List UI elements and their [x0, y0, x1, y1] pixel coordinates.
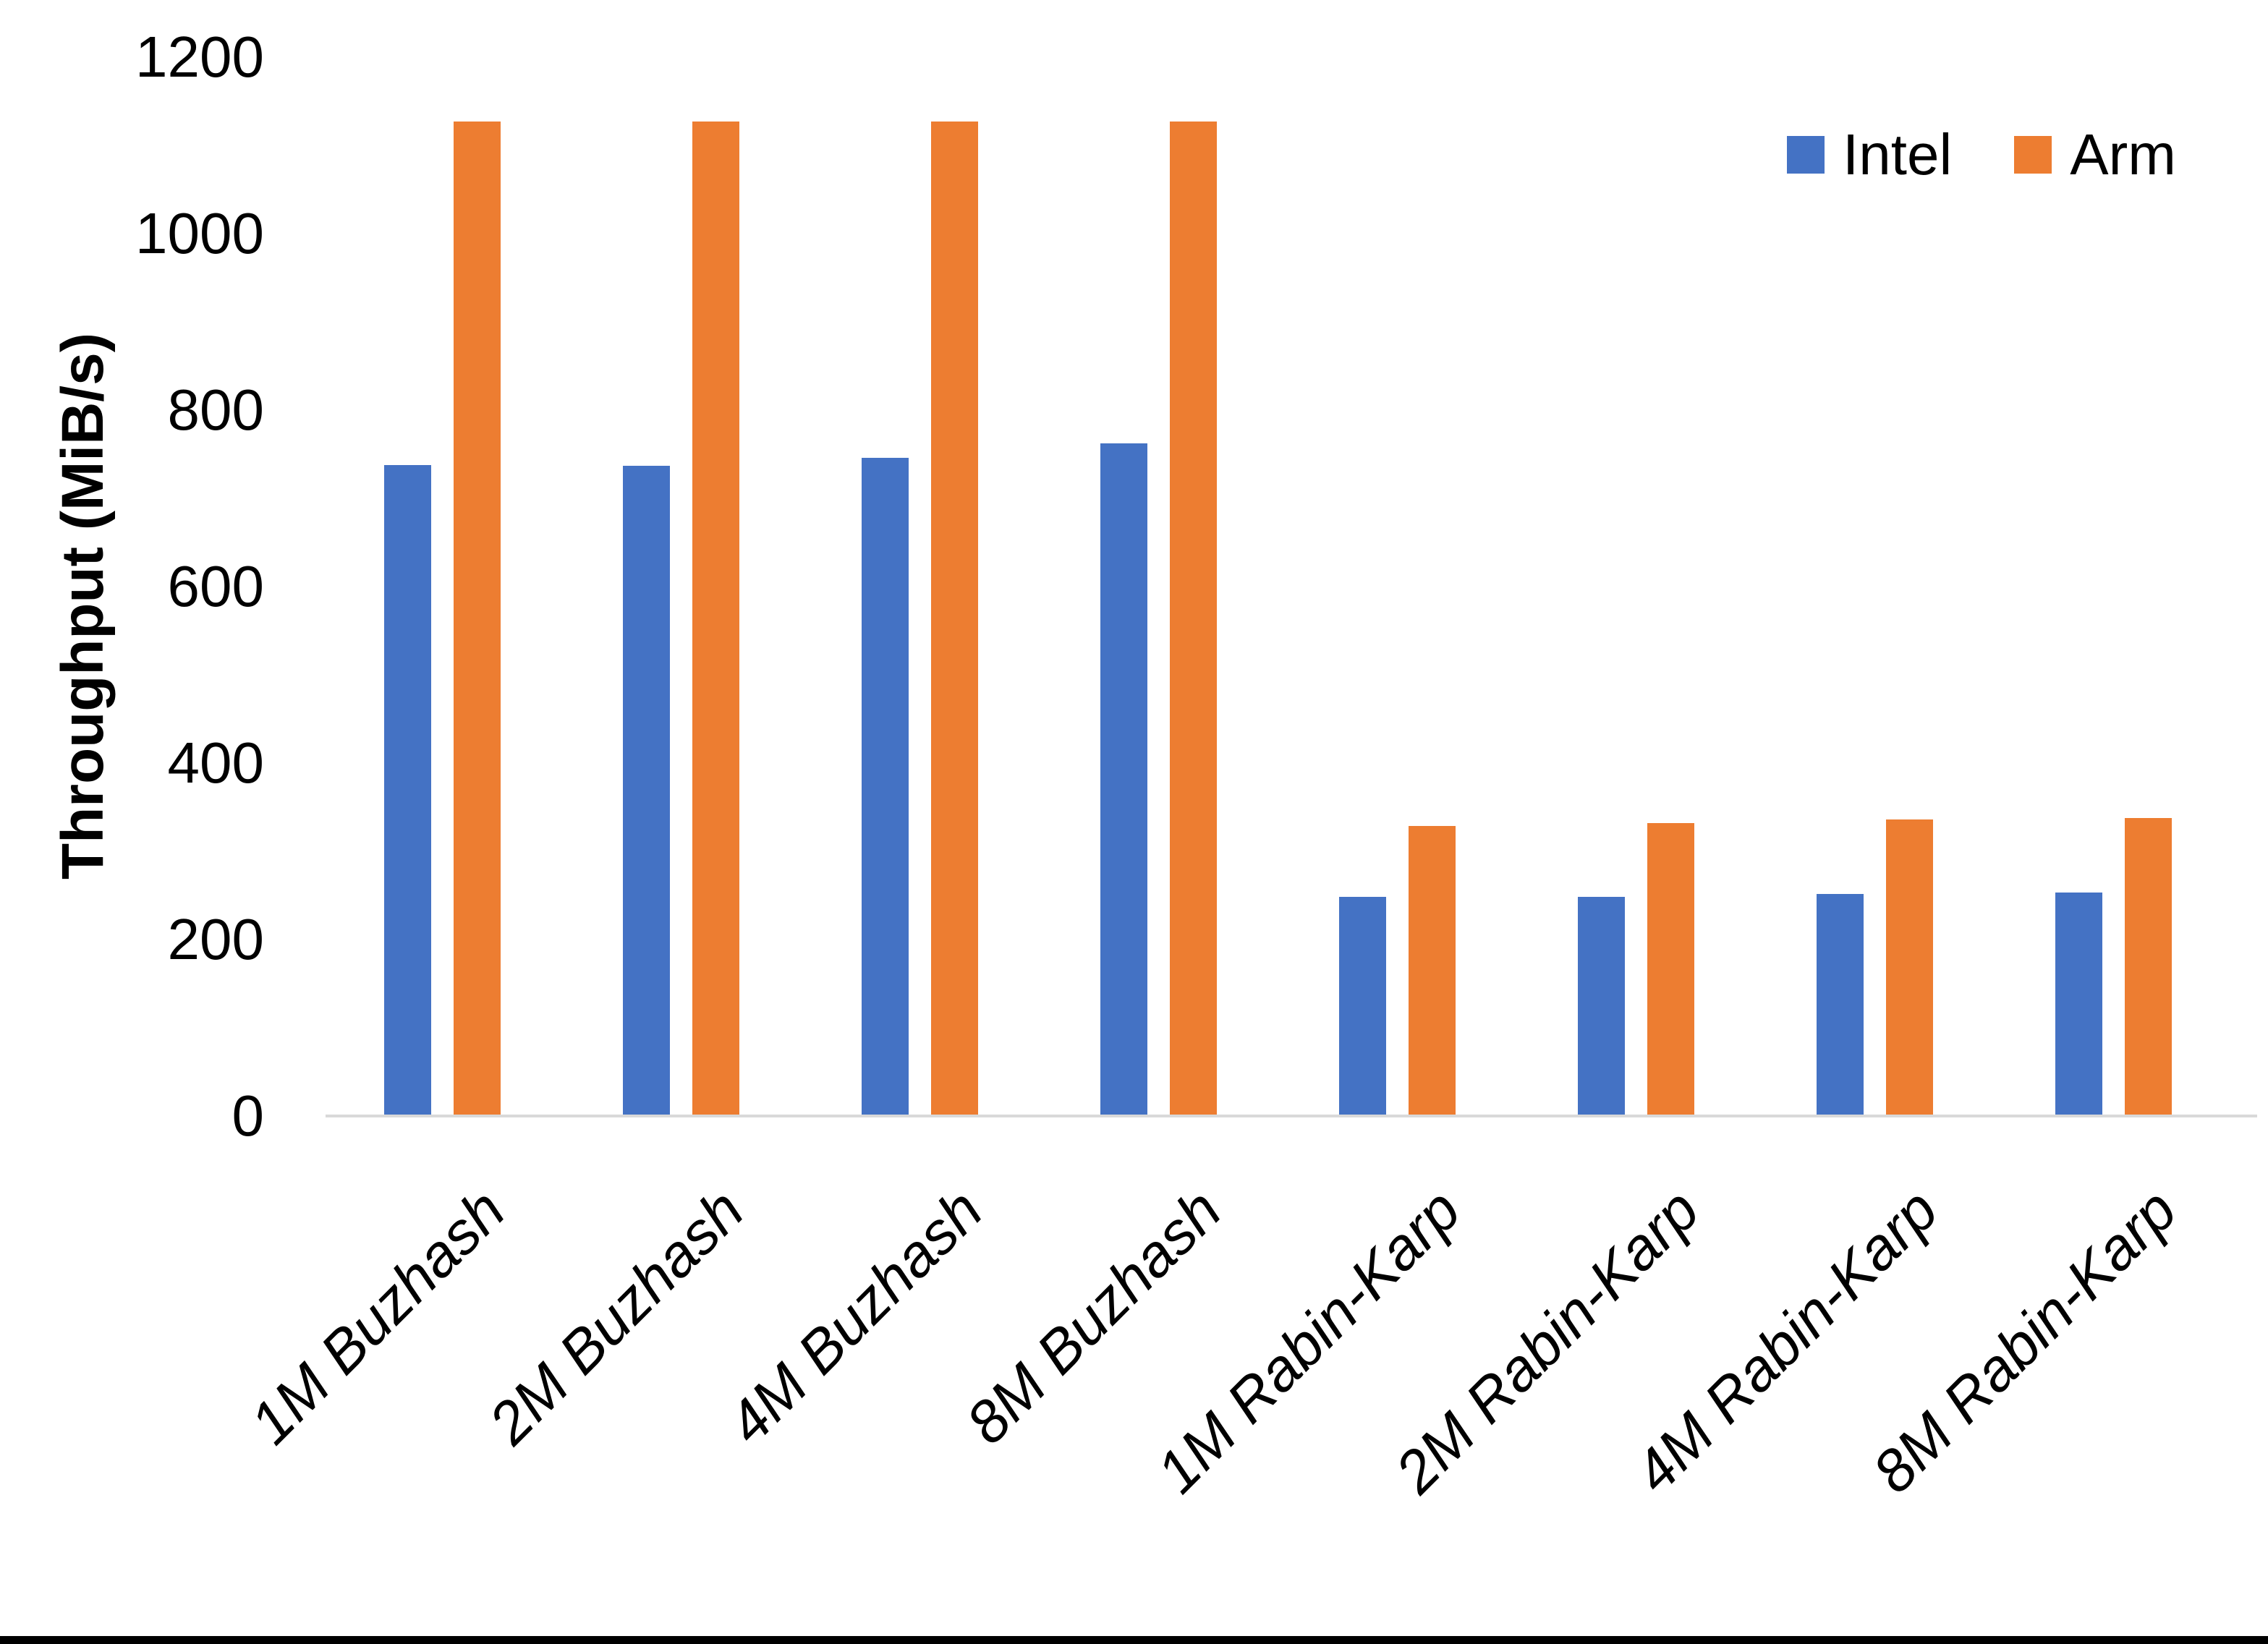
y-tick-label: 1000	[135, 201, 264, 265]
arm-bar-4m-buzhash	[931, 122, 978, 1116]
legend-item-intel: Intel	[1787, 122, 1952, 188]
bottom-border-bar	[0, 1636, 2268, 1644]
arm-bar-8m-buzhash	[1170, 122, 1217, 1116]
legend-label-intel: Intel	[1843, 122, 1953, 187]
intel-bar-2m-buzhash	[623, 466, 670, 1116]
intel-bar-1m-rabin-karp	[1339, 897, 1386, 1116]
arm-bar-1m-buzhash	[454, 122, 501, 1116]
plot-area	[326, 57, 2257, 1116]
intel-bar-1m-buzhash	[384, 465, 431, 1116]
intel-bar-4m-buzhash	[862, 458, 909, 1116]
legend-item-arm: Arm	[2014, 122, 2176, 188]
y-tick-label: 600	[167, 554, 264, 618]
intel-color-swatch-icon	[1787, 136, 1825, 174]
legend-label-arm: Arm	[2070, 122, 2176, 187]
y-tick-label: 800	[167, 378, 264, 442]
x-category-label: 1M Buzhash	[237, 1177, 518, 1457]
arm-bar-8m-rabin-karp	[2125, 818, 2172, 1116]
intel-bar-4m-rabin-karp	[1817, 894, 1864, 1116]
x-axis-line	[326, 1115, 2257, 1117]
x-category-label: 4M Buzhash	[715, 1177, 995, 1457]
legend: Intel Arm	[1787, 122, 2176, 188]
arm-bar-2m-rabin-karp	[1647, 823, 1694, 1116]
arm-bar-1m-rabin-karp	[1409, 826, 1456, 1116]
intel-bar-2m-rabin-karp	[1578, 897, 1625, 1116]
x-category-label: 2M Buzhash	[476, 1177, 757, 1457]
arm-bar-4m-rabin-karp	[1886, 819, 1933, 1116]
y-tick-label: 0	[232, 1083, 265, 1148]
intel-bar-8m-buzhash	[1100, 443, 1147, 1116]
y-tick-label: 200	[167, 907, 264, 971]
y-tick-label: 1200	[135, 25, 264, 89]
intel-bar-8m-rabin-karp	[2055, 893, 2102, 1116]
y-tick-label: 400	[167, 731, 264, 795]
arm-bar-2m-buzhash	[692, 122, 739, 1116]
arm-color-swatch-icon	[2014, 136, 2052, 174]
